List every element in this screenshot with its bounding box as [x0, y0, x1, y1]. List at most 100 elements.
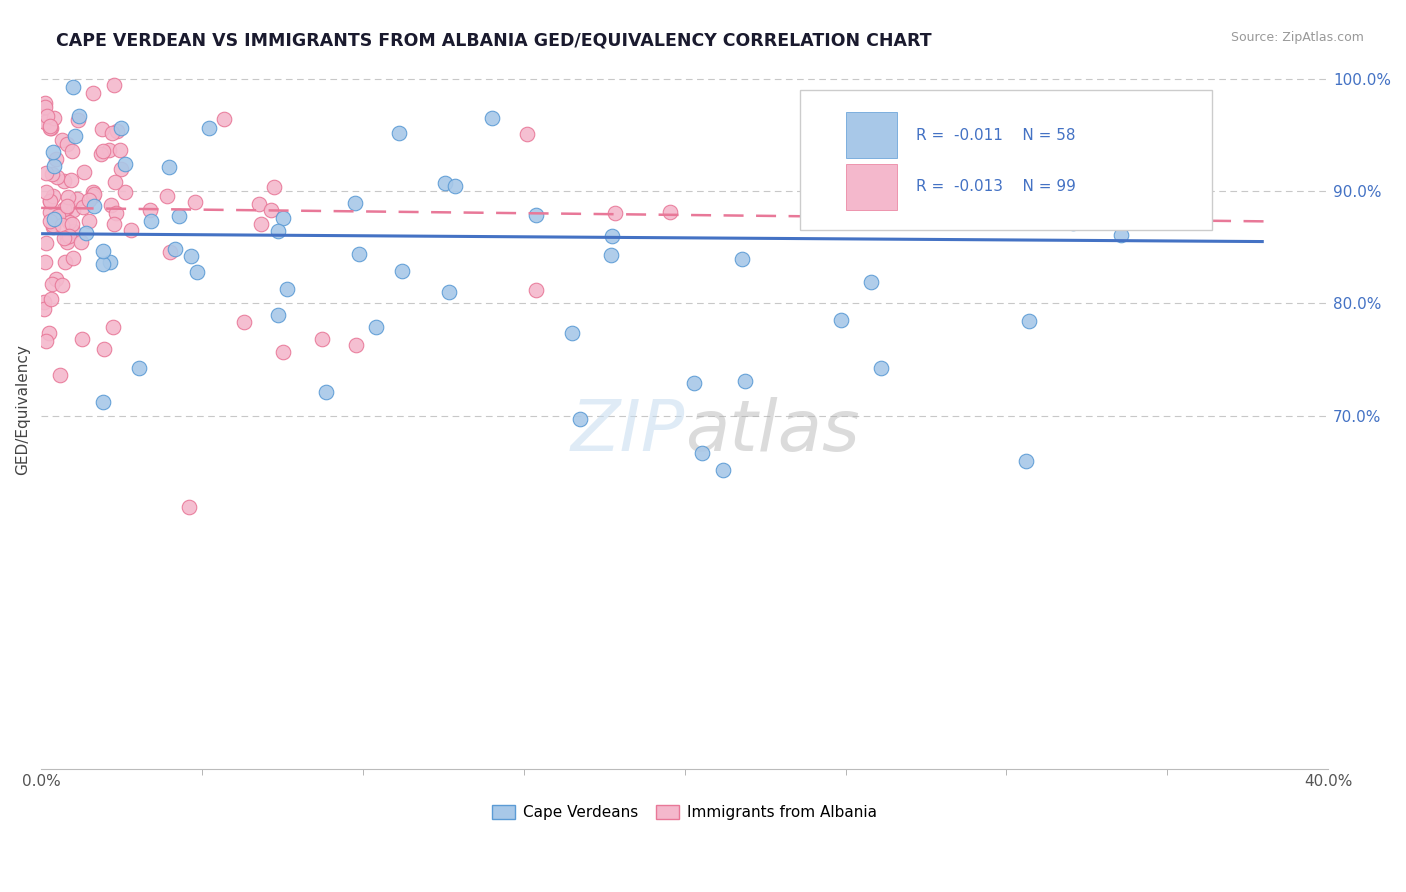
Point — [1143, 201, 1166, 215]
Point — [34, 100, 56, 114]
Text: atlas: atlas — [685, 397, 859, 466]
Point — [39, 194, 62, 208]
Point — [55, 235, 77, 249]
Point — [103, 217, 125, 231]
Point — [51, 278, 73, 293]
Point — [1062, 216, 1084, 230]
Point — [34, 95, 56, 110]
Point — [70, 332, 93, 346]
Point — [180, 249, 202, 263]
Point — [41, 167, 63, 181]
Point — [98, 254, 121, 268]
Point — [63, 128, 86, 143]
Point — [58, 215, 80, 229]
Point — [34, 166, 56, 180]
Point — [62, 79, 84, 94]
Point — [276, 281, 298, 295]
Point — [82, 86, 104, 100]
Point — [186, 265, 208, 279]
Legend: Cape Verdeans, Immigrants from Albania: Cape Verdeans, Immigrants from Albania — [486, 799, 883, 826]
Point — [72, 200, 94, 214]
Point — [267, 224, 290, 238]
Point — [37, 110, 59, 124]
Point — [62, 202, 84, 217]
Point — [45, 272, 67, 286]
Point — [105, 124, 128, 138]
Point — [692, 445, 714, 459]
Point — [46, 170, 69, 185]
Point — [444, 179, 467, 194]
Point — [159, 244, 181, 259]
Point — [249, 217, 271, 231]
Point — [39, 292, 62, 306]
Point — [53, 231, 76, 245]
Point — [42, 159, 65, 173]
Text: Source: ZipAtlas.com: Source: ZipAtlas.com — [1230, 31, 1364, 45]
Point — [91, 244, 114, 258]
Point — [104, 205, 127, 219]
Point — [260, 202, 283, 217]
Point — [66, 192, 89, 206]
Point — [167, 209, 190, 223]
Point — [38, 326, 60, 340]
Point — [38, 121, 60, 136]
Point — [165, 242, 187, 256]
Point — [603, 206, 626, 220]
Text: ZIP: ZIP — [571, 397, 685, 466]
Point — [114, 157, 136, 171]
Point — [139, 214, 162, 228]
Point — [343, 195, 366, 210]
Point — [91, 395, 114, 409]
FancyBboxPatch shape — [800, 90, 1212, 230]
Point — [110, 162, 132, 177]
Point — [39, 120, 62, 135]
Point — [524, 208, 547, 222]
Point — [1109, 227, 1132, 242]
Point — [103, 78, 125, 92]
Point — [232, 315, 254, 329]
Point — [561, 326, 583, 340]
Point — [46, 210, 69, 224]
Y-axis label: GED/Equivalency: GED/Equivalency — [15, 344, 30, 475]
Point — [82, 185, 104, 199]
Point — [59, 173, 82, 187]
Point — [42, 111, 65, 125]
Point — [128, 361, 150, 376]
Point — [481, 111, 503, 125]
Point — [90, 122, 112, 136]
Point — [41, 277, 63, 292]
Point — [212, 112, 235, 127]
Point — [114, 186, 136, 200]
Point — [247, 197, 270, 211]
Point — [184, 195, 207, 210]
Point — [79, 194, 101, 208]
Point — [91, 144, 114, 158]
Point — [38, 204, 60, 219]
Point — [599, 248, 621, 262]
Point — [859, 275, 882, 289]
Point — [830, 313, 852, 327]
Point — [1015, 454, 1038, 468]
Bar — [845, 163, 897, 211]
Point — [93, 257, 115, 271]
Point — [53, 255, 76, 269]
Point — [34, 254, 56, 268]
Point — [58, 229, 80, 244]
Point — [120, 223, 142, 237]
Point — [52, 202, 75, 216]
Point — [42, 212, 65, 227]
Point — [516, 127, 538, 141]
Point — [38, 120, 60, 134]
Point — [34, 301, 56, 316]
Point — [179, 500, 201, 514]
Point — [315, 384, 337, 399]
Point — [82, 189, 104, 203]
Point — [66, 113, 89, 128]
Point — [263, 179, 285, 194]
Point — [110, 143, 132, 157]
Point — [83, 199, 105, 213]
Point — [731, 252, 754, 266]
Point — [267, 308, 290, 322]
Point — [683, 376, 706, 391]
Point — [90, 147, 112, 161]
